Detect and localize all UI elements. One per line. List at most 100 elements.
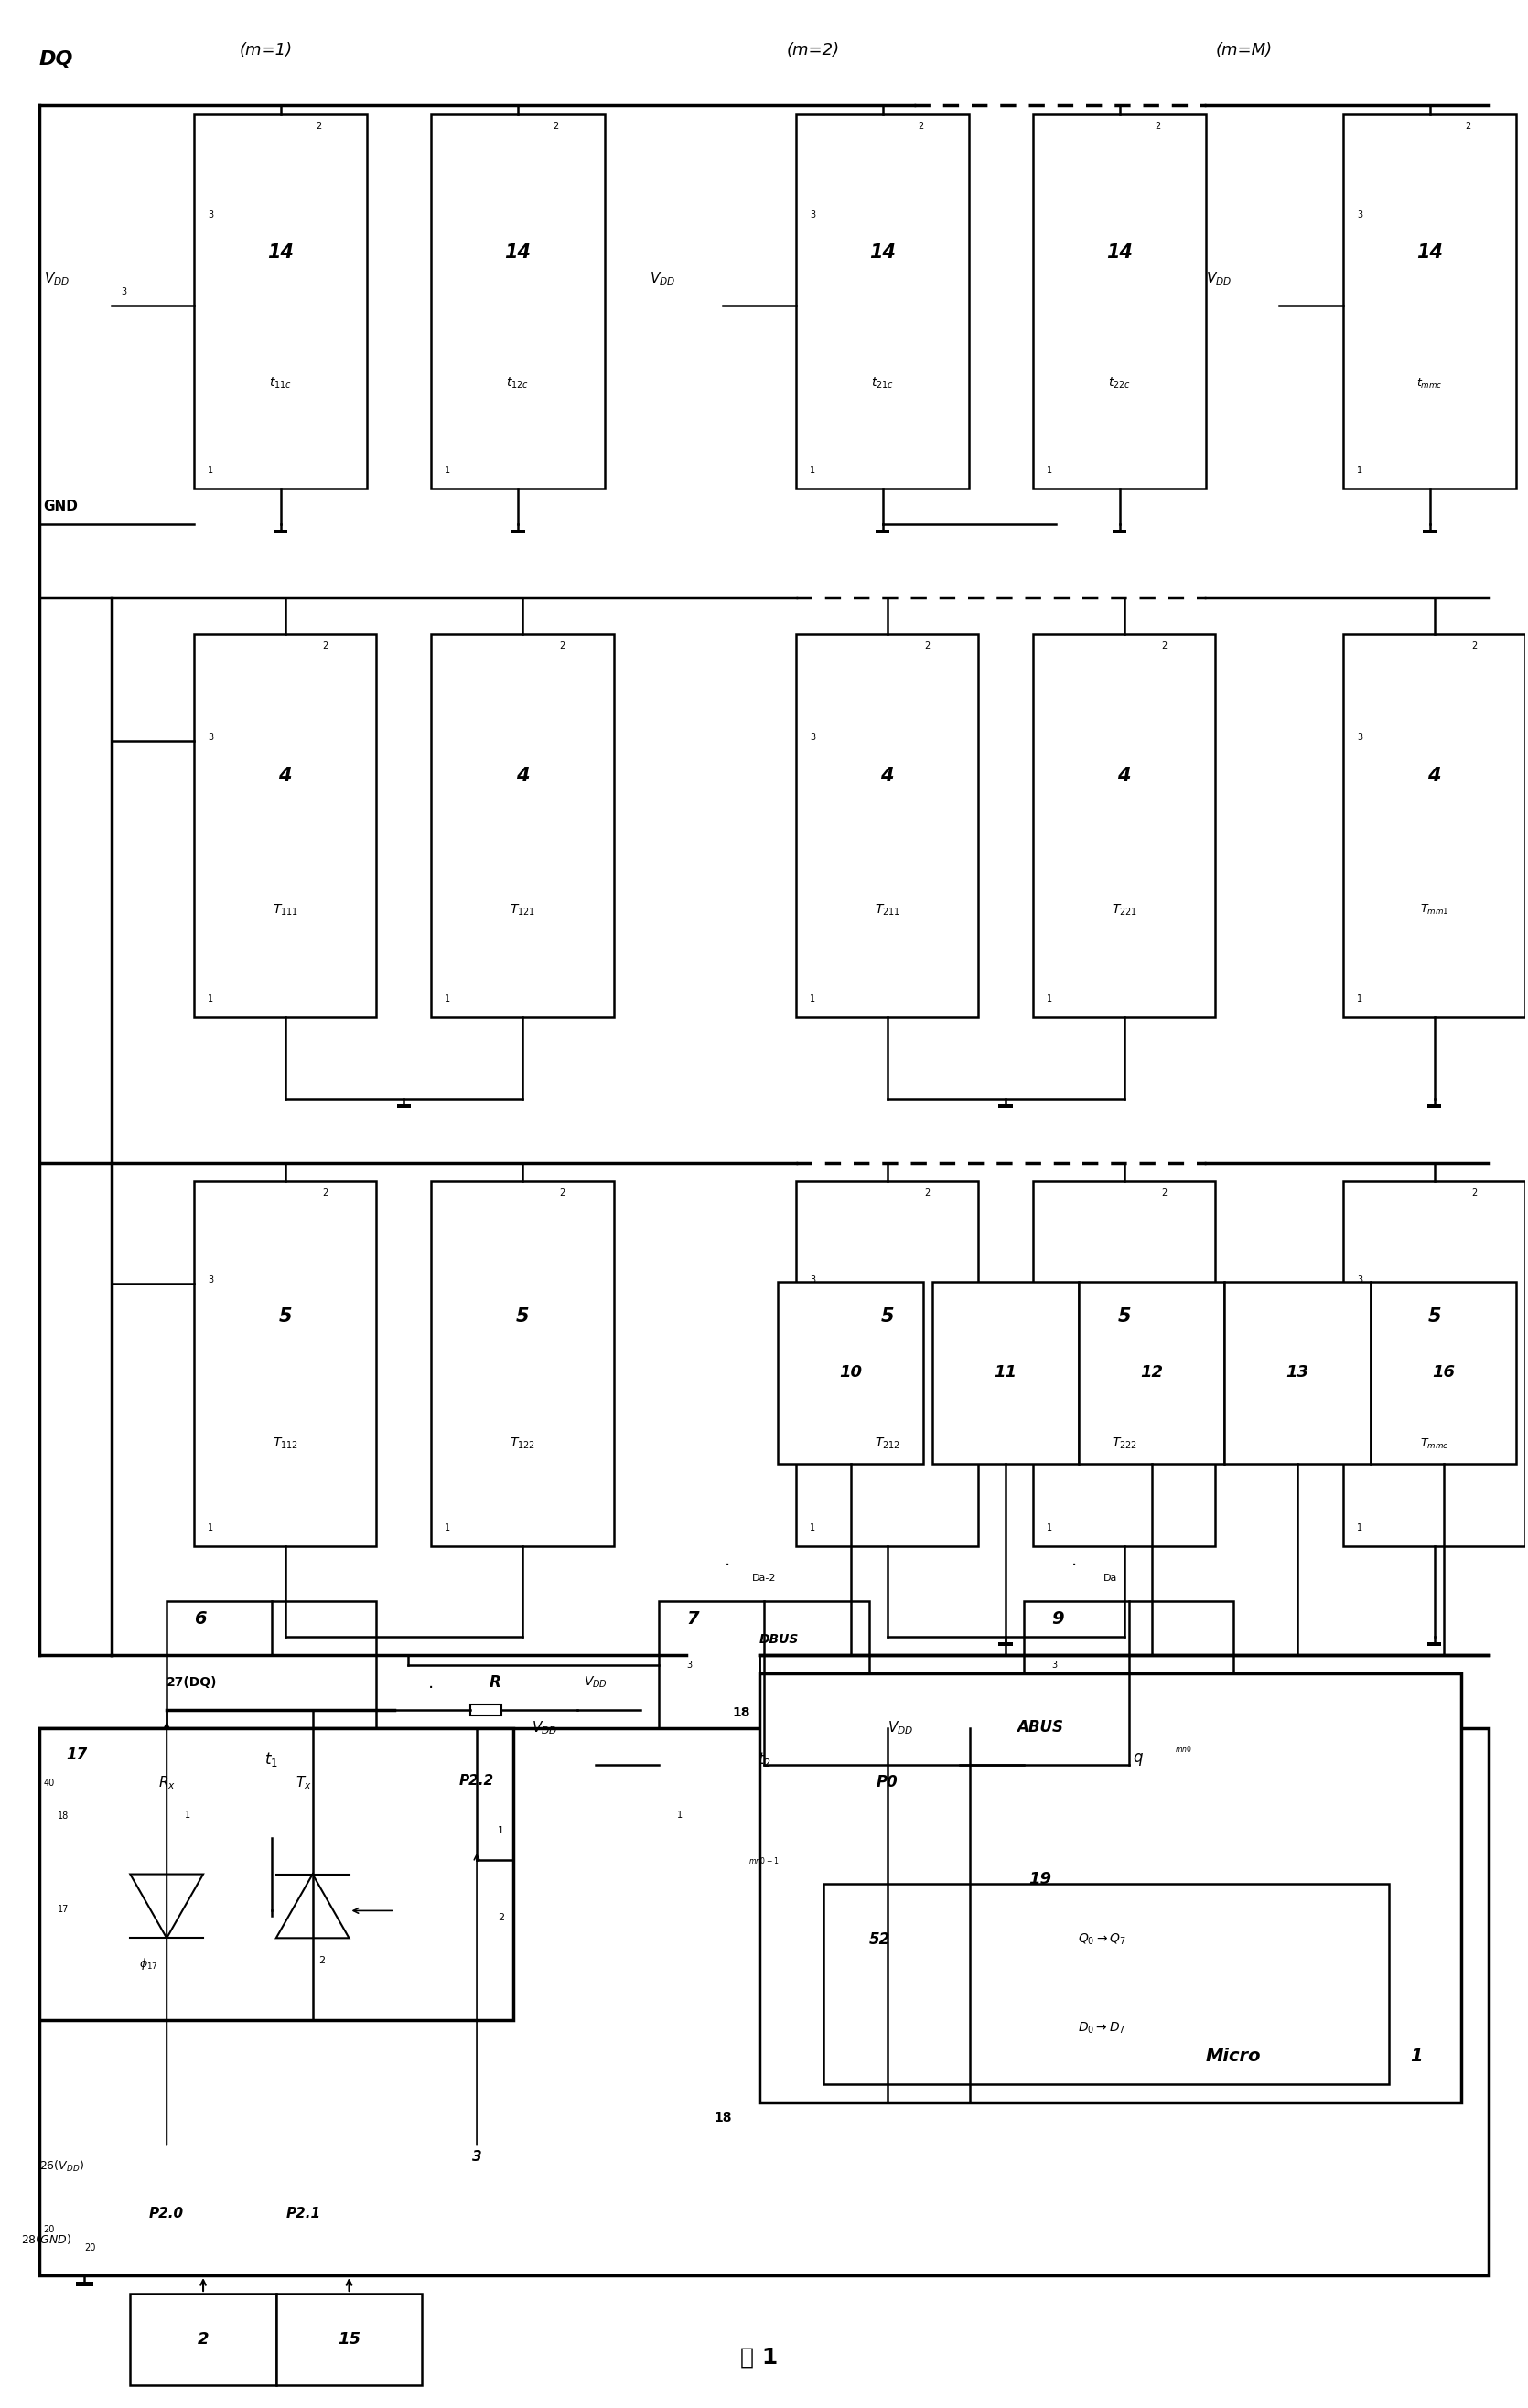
Bar <box>1371 1281 1516 1464</box>
Text: $T_{211}$: $T_{211}$ <box>874 903 900 917</box>
Text: 5: 5 <box>1117 1308 1131 1324</box>
Text: $t_{1}$: $t_{1}$ <box>264 1751 278 1767</box>
Text: 1: 1 <box>498 1825 504 1835</box>
Text: $T_{221}$: $T_{221}$ <box>1111 903 1137 917</box>
Text: $V_{DD}$: $V_{DD}$ <box>584 1676 607 1690</box>
Text: 1: 1 <box>677 1811 683 1820</box>
Text: 2: 2 <box>498 1914 504 1922</box>
Text: 3: 3 <box>1357 1276 1363 1283</box>
Text: 18: 18 <box>732 1707 750 1719</box>
Text: 6: 6 <box>194 1611 206 1628</box>
Text: 20: 20 <box>84 2244 96 2251</box>
Bar <box>130 2295 277 2384</box>
Bar <box>1427 1105 1441 1108</box>
Text: 4: 4 <box>516 766 529 785</box>
Bar <box>1427 1642 1441 1645</box>
Text: 3: 3 <box>1357 212 1363 219</box>
Text: 15: 15 <box>338 2331 361 2348</box>
Text: DBUS: DBUS <box>759 1633 799 1647</box>
Text: $R_x$: $R_x$ <box>157 1775 176 1792</box>
Text: 17: 17 <box>57 1905 69 1914</box>
Bar <box>876 530 889 532</box>
Text: 1: 1 <box>445 465 451 474</box>
Text: 3: 3 <box>208 212 214 219</box>
Text: 1: 1 <box>810 995 816 1004</box>
Bar <box>1343 113 1516 489</box>
Text: $D_0 \rightarrow D_7$: $D_0 \rightarrow D_7$ <box>1077 2020 1126 2035</box>
Text: $t_{22c}$: $t_{22c}$ <box>1108 376 1131 390</box>
Text: 18: 18 <box>57 1811 69 1820</box>
Bar <box>778 1281 923 1464</box>
Text: 2: 2 <box>316 123 322 130</box>
Text: $t_{12c}$: $t_{12c}$ <box>506 376 529 390</box>
Text: 4: 4 <box>880 766 894 785</box>
Bar <box>194 633 376 1016</box>
Bar <box>1423 530 1436 532</box>
Text: 5: 5 <box>278 1308 292 1324</box>
Text: 14: 14 <box>1416 243 1442 262</box>
Text: $V_{DD}$: $V_{DD}$ <box>44 270 69 287</box>
Text: 4: 4 <box>1117 766 1131 785</box>
Text: 1: 1 <box>1357 995 1363 1004</box>
Text: $T_{mm1}$: $T_{mm1}$ <box>1420 903 1449 917</box>
Text: $T_x$: $T_x$ <box>295 1775 312 1792</box>
Text: 3: 3 <box>810 732 816 742</box>
Text: $q$: $q$ <box>1132 1751 1143 1767</box>
Text: 2: 2 <box>1161 1190 1167 1197</box>
Bar <box>824 1883 1389 2083</box>
Text: 14: 14 <box>504 243 532 262</box>
Bar <box>999 1105 1013 1108</box>
Text: ABUS: ABUS <box>1018 1719 1063 1736</box>
Text: 2: 2 <box>559 1190 565 1197</box>
Bar <box>167 1601 376 1837</box>
Bar <box>277 2295 422 2384</box>
Text: 1: 1 <box>1047 995 1053 1004</box>
Text: .: . <box>724 1551 730 1568</box>
Text: 14: 14 <box>1106 243 1132 262</box>
Text: $V_{DD}$: $V_{DD}$ <box>532 1719 558 1736</box>
Text: 14: 14 <box>267 243 293 262</box>
Text: 1: 1 <box>445 995 451 1004</box>
Text: 18: 18 <box>714 2112 732 2124</box>
Bar <box>796 113 969 489</box>
Text: GND: GND <box>44 498 78 513</box>
Text: 52: 52 <box>869 1931 891 1948</box>
Bar <box>194 1182 376 1546</box>
Polygon shape <box>130 1873 203 1938</box>
Text: 20: 20 <box>44 2225 55 2235</box>
Text: $Q_0 \rightarrow Q_7$: $Q_0 \rightarrow Q_7$ <box>1077 1931 1126 1948</box>
Bar <box>796 633 978 1016</box>
Text: P2.1: P2.1 <box>286 2208 321 2220</box>
Bar <box>1024 1601 1233 1837</box>
Text: 5: 5 <box>880 1308 894 1324</box>
Text: 5: 5 <box>1427 1308 1441 1324</box>
Text: 1: 1 <box>208 995 214 1004</box>
Text: 9: 9 <box>1051 1611 1063 1628</box>
Bar <box>999 1642 1013 1645</box>
Bar <box>1343 1182 1525 1546</box>
Bar <box>759 1674 1462 2102</box>
Bar <box>431 1182 614 1546</box>
Bar <box>40 1729 513 2020</box>
Text: 1: 1 <box>1047 1524 1053 1531</box>
Text: $V_{DD}$: $V_{DD}$ <box>649 270 675 287</box>
Text: 17: 17 <box>66 1746 87 1763</box>
Bar <box>932 1281 1079 1464</box>
Text: $_{mn0}$: $_{mn0}$ <box>1175 1743 1192 1755</box>
Bar <box>397 1105 411 1108</box>
Bar <box>1033 633 1215 1016</box>
Text: Da-2: Da-2 <box>752 1572 776 1582</box>
Bar <box>1343 633 1525 1016</box>
Text: $T_{222}$: $T_{222}$ <box>1111 1435 1137 1452</box>
Text: $T_{mmc}$: $T_{mmc}$ <box>1420 1438 1449 1450</box>
Text: $t_{21c}$: $t_{21c}$ <box>871 376 894 390</box>
Text: $28(GND)$: $28(GND)$ <box>21 2232 72 2247</box>
Text: 2: 2 <box>918 123 923 130</box>
Text: (m=2): (m=2) <box>787 43 840 58</box>
Text: 2: 2 <box>197 2331 209 2348</box>
Bar <box>796 1182 978 1546</box>
Text: 1: 1 <box>208 465 214 474</box>
Text: 7: 7 <box>686 1611 698 1628</box>
Text: 1: 1 <box>185 1811 191 1820</box>
Text: 2: 2 <box>559 641 565 650</box>
